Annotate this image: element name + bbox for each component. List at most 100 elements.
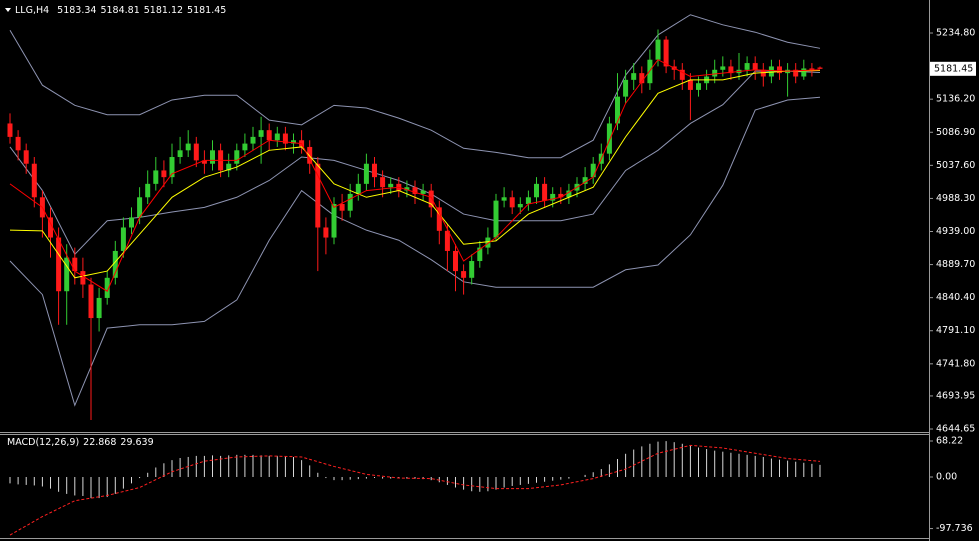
candle-body <box>388 183 394 188</box>
candle-body <box>477 247 483 262</box>
ohlc-value: 5181.45 <box>187 5 226 16</box>
candle-body <box>534 183 539 198</box>
y-tick-label: 4644.65 <box>936 424 975 435</box>
signal-line <box>9 444 821 536</box>
candle-body <box>72 257 78 272</box>
y-tick-label: 5136.20 <box>936 94 975 105</box>
candle-body <box>88 284 94 319</box>
candle-body <box>120 227 126 251</box>
candle-body <box>80 271 86 285</box>
candle-body <box>315 163 321 228</box>
band-line <box>9 14 821 159</box>
symbol: LLG,H4 <box>15 5 49 16</box>
candle-body <box>760 69 766 77</box>
candle-body <box>647 59 653 84</box>
ohlc-value: 5184.81 <box>100 5 139 16</box>
indicator-title: MACD(12,26,9) 22.868 29.639 <box>7 437 154 448</box>
candle-body <box>129 217 134 228</box>
candle-body <box>623 79 629 97</box>
y-tick-label: 4840.40 <box>936 292 975 303</box>
y-tick-label: 4693.95 <box>936 390 975 401</box>
candle-body <box>542 183 548 201</box>
candle-body <box>15 136 21 151</box>
candle-body <box>193 143 199 161</box>
candle-body <box>404 187 410 191</box>
candle-body <box>558 193 564 198</box>
candle-body <box>428 190 434 208</box>
candle-body <box>48 217 53 238</box>
candle-body <box>744 63 750 70</box>
candle-body <box>566 190 572 198</box>
candle-body <box>461 271 467 278</box>
candle-body <box>639 73 645 84</box>
candle-body <box>177 150 183 158</box>
candle-body <box>436 207 442 231</box>
candle-body <box>274 133 280 141</box>
candle-body <box>31 163 37 198</box>
y-tick-label: 4939.00 <box>936 226 975 237</box>
chart-title: LLG,H4 5183.34 5184.81 5181.12 5181.45 <box>15 5 226 16</box>
candle-body <box>631 73 637 80</box>
candle-body <box>420 190 426 194</box>
candle-body <box>777 66 782 74</box>
candle-body <box>258 130 264 137</box>
y-tick-label: 0.00 <box>936 472 957 483</box>
candle-body <box>169 157 175 178</box>
candle-body <box>307 146 313 164</box>
candle-body <box>728 66 734 74</box>
candle-body <box>517 203 523 208</box>
candle-body <box>137 197 143 218</box>
candle-body <box>793 69 799 77</box>
y-tick-label: -97.736 <box>936 523 973 534</box>
candle-body <box>720 66 726 70</box>
candle-body <box>655 39 661 60</box>
candle-body <box>372 163 377 178</box>
moving-average <box>9 69 821 279</box>
candle-body <box>444 230 450 251</box>
candle-body <box>104 277 110 298</box>
candle-body <box>582 177 588 184</box>
ohlc-value: 5183.34 <box>57 5 96 16</box>
candle-body <box>234 150 240 164</box>
candle-body <box>64 257 70 292</box>
y-tick-label: 5037.60 <box>936 160 975 171</box>
candle-body <box>23 150 29 164</box>
candle-body <box>801 68 807 77</box>
candle-body <box>355 183 361 194</box>
candle-body <box>679 69 685 80</box>
candle-body <box>485 237 491 248</box>
signal-value: 29.639 <box>120 437 153 448</box>
candle-body <box>687 79 693 90</box>
candle-body <box>7 123 13 137</box>
menu-arrow[interactable] <box>5 8 11 12</box>
candle-body <box>615 96 620 124</box>
candle-body <box>161 170 167 178</box>
indicator-name: MACD(12,26,9) <box>7 437 79 448</box>
candle-body <box>606 123 612 154</box>
y-tick-label: 4889.70 <box>936 259 975 270</box>
candle-body <box>525 197 531 204</box>
candle-body <box>226 163 232 171</box>
candle-body <box>590 163 596 178</box>
candle-body <box>323 227 329 238</box>
band-line <box>9 96 821 407</box>
candle-body <box>817 67 823 69</box>
y-tick-label: 5086.90 <box>936 127 975 138</box>
candle-body <box>768 66 774 77</box>
candle-body <box>185 143 191 151</box>
candle-body <box>752 63 758 70</box>
candle-body <box>96 297 102 319</box>
candle-body <box>453 250 458 272</box>
candle-body <box>347 193 353 211</box>
candle-body <box>363 163 369 184</box>
candle-body <box>145 183 151 198</box>
y-tick-label: 5234.80 <box>936 28 975 39</box>
candle-body <box>380 177 386 188</box>
candle-body <box>412 187 418 194</box>
price-label-box <box>930 61 976 76</box>
candle-body <box>112 250 118 278</box>
candle-body <box>509 197 515 208</box>
